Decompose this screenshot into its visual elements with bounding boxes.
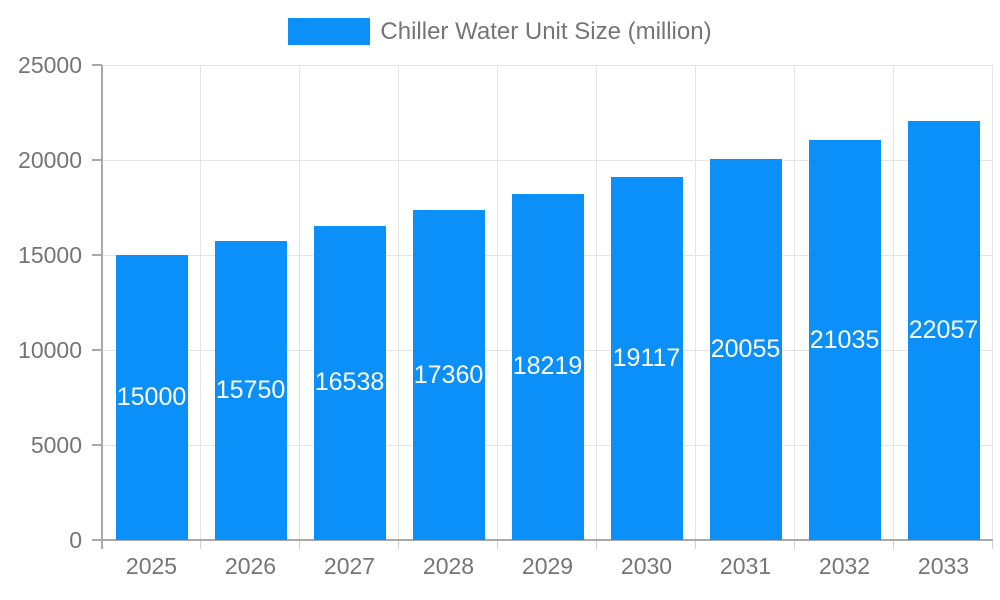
x-tick-label: 2026	[224, 553, 277, 579]
bar-value-label: 20055	[710, 334, 781, 363]
x-gridline	[200, 65, 201, 540]
y-axis-tick	[92, 64, 102, 66]
y-gridline	[102, 65, 993, 66]
x-gridline	[299, 65, 300, 540]
bar[interactable]: 19117	[610, 176, 683, 540]
bar[interactable]: 15000	[115, 255, 188, 540]
bar-value-label: 15000	[116, 383, 187, 411]
legend-label: Chiller Water Unit Size (million)	[380, 18, 712, 45]
y-axis-tick	[92, 254, 102, 256]
legend-item[interactable]: Chiller Water Unit Size (million)	[288, 18, 712, 45]
bar-value-label: 16538	[314, 368, 385, 397]
bar[interactable]: 15750	[214, 240, 287, 540]
x-gridline	[398, 65, 399, 540]
x-axis-tick	[497, 540, 498, 549]
x-axis-line	[101, 539, 993, 541]
bar[interactable]: 17360	[412, 210, 485, 540]
x-axis-tick	[299, 540, 300, 549]
x-tick-label: 2027	[323, 553, 376, 579]
bar-value-label: 19117	[612, 343, 681, 372]
y-tick-label: 15000	[18, 242, 82, 268]
plot-area: 0 5000 10000 15000 20000 25000 15000 2025 15750 2…	[18, 52, 993, 579]
bar-value-label: 22057	[908, 315, 979, 344]
x-gridline	[596, 65, 597, 540]
x-gridline	[992, 65, 993, 540]
x-axis-tick	[893, 540, 894, 549]
x-axis-tick	[794, 540, 795, 549]
bar-value-label: 18219	[512, 352, 583, 381]
x-tick-label: 2032	[818, 553, 871, 579]
y-axis-tick	[92, 444, 102, 446]
bar-value-label: 21035	[809, 325, 880, 354]
x-axis-tick	[695, 540, 696, 549]
x-gridline	[497, 65, 498, 540]
x-gridline	[893, 65, 894, 540]
y-tick-label: 5000	[30, 432, 82, 458]
bar[interactable]: 20055	[709, 158, 782, 540]
bar[interactable]: 18219	[511, 193, 584, 540]
x-gridline	[794, 65, 795, 540]
x-axis-tick	[200, 540, 201, 549]
x-tick-label: 2033	[917, 553, 970, 579]
bar[interactable]: 16538	[313, 225, 386, 540]
x-axis-tick	[596, 540, 597, 549]
y-gridline	[102, 160, 993, 161]
x-tick-label: 2030	[620, 553, 673, 579]
x-axis-tick	[398, 540, 399, 549]
legend-swatch	[288, 18, 371, 45]
x-tick-label: 2031	[719, 553, 772, 579]
bar[interactable]: 21035	[808, 140, 881, 540]
y-axis-tick	[92, 159, 102, 161]
y-tick-label: 25000	[18, 52, 82, 78]
y-axis-line	[101, 65, 103, 549]
y-tick-label: 10000	[18, 337, 82, 363]
x-tick-label: 2025	[125, 553, 178, 579]
y-tick-label: 20000	[18, 147, 82, 173]
x-tick-label: 2028	[422, 553, 475, 579]
y-axis-tick	[92, 539, 102, 541]
bar-value-label: 17360	[413, 360, 484, 389]
bar[interactable]: 22057	[907, 120, 980, 540]
y-tick-label: 0	[69, 527, 82, 553]
x-tick-label: 2029	[521, 553, 574, 579]
bar-value-label: 15750	[215, 375, 286, 404]
y-axis-tick	[92, 349, 102, 351]
x-axis-tick	[992, 540, 993, 549]
legend: Chiller Water Unit Size (million)	[0, 18, 1000, 45]
x-gridline	[695, 65, 696, 540]
